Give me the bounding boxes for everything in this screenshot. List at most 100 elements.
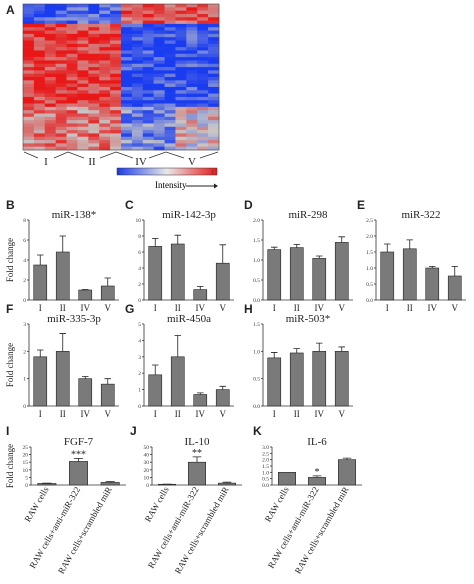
heatmap-cell: [77, 110, 88, 114]
y-tick-label: 1.0: [253, 349, 260, 355]
heatmap-cell: [45, 117, 56, 121]
heatmap-cell: [154, 37, 165, 41]
bar: [56, 252, 69, 300]
heatmap-cell: [34, 47, 45, 51]
y-tick-label: 1.5: [253, 238, 260, 244]
heatmap-cell: [110, 54, 121, 58]
heatmap-cell: [165, 140, 176, 144]
heatmap-cell: [77, 97, 88, 101]
y-tick-label: 0.0: [253, 404, 260, 410]
heatmap-cell: [197, 67, 208, 71]
heatmap-cell: [45, 77, 56, 81]
y-tick-label: 6: [23, 238, 26, 244]
heatmap-cell: [165, 84, 176, 88]
intensity-color-bar: [117, 168, 217, 175]
heatmap-cell: [56, 84, 67, 88]
heatmap-cell: [175, 57, 186, 61]
group-label: IV: [135, 156, 147, 168]
y-tick-label: 8: [23, 218, 26, 224]
heatmap-cell: [132, 34, 143, 38]
heatmap-cell: [99, 44, 110, 48]
heatmap-cell: [186, 47, 197, 51]
panel-label: K: [253, 424, 262, 438]
heatmap-cell: [88, 137, 99, 141]
heatmap-cell: [110, 41, 121, 45]
heatmap-cell: [143, 74, 154, 78]
category-label: V: [452, 303, 459, 313]
heatmap-cell: [88, 117, 99, 121]
heatmap-cell: [121, 41, 132, 45]
heatmap-cell: [34, 21, 45, 25]
heatmap-cell: [132, 74, 143, 78]
heatmap-cell: [67, 27, 78, 31]
heatmap-cell: [56, 17, 67, 21]
heatmap-cell: [56, 7, 67, 11]
heatmap-cell: [143, 140, 154, 144]
heatmap-cell: [110, 11, 121, 15]
heatmap-cell: [175, 24, 186, 28]
heatmap-cell: [197, 143, 208, 147]
heatmap-cell: [154, 107, 165, 111]
heatmap-cell: [186, 143, 197, 147]
heatmap-cell: [121, 21, 132, 25]
heatmap-cell: [88, 47, 99, 51]
heatmap-cell: [143, 100, 154, 104]
heatmap-cell: [23, 24, 34, 28]
heatmap-cell: [197, 70, 208, 74]
heatmap-cell: [186, 87, 197, 91]
heatmap-cell: [45, 143, 56, 147]
heatmap-cell: [175, 143, 186, 147]
heatmap-cell: [121, 104, 132, 108]
heatmap-cell: [165, 11, 176, 15]
heatmap-cell: [56, 37, 67, 41]
heatmap-cell: [23, 117, 34, 121]
heatmap-cell: [99, 110, 110, 114]
bar: [194, 395, 207, 406]
bar: [313, 351, 326, 406]
bar: [381, 252, 394, 300]
heatmap-cell: [67, 84, 78, 88]
heatmap-cell: [34, 34, 45, 38]
heatmap-cell: [56, 67, 67, 71]
heatmap-cell: [121, 90, 132, 94]
heatmap-cell: [121, 27, 132, 31]
heatmap-cell: [23, 14, 34, 18]
heatmap-cell: [143, 44, 154, 48]
heatmap-cell: [165, 44, 176, 48]
panel-title: IL-10: [184, 436, 210, 448]
heatmap-cell: [132, 37, 143, 41]
heatmap-cell: [121, 11, 132, 15]
heatmap-cell: [67, 47, 78, 51]
heatmap-cell: [186, 60, 197, 64]
heatmap-cell: [208, 21, 219, 25]
heatmap-cell: [132, 41, 143, 45]
heatmap-cell: [143, 31, 154, 35]
heatmap-cell: [99, 24, 110, 28]
heatmap-cell: [165, 90, 176, 94]
heatmap-cell: [175, 114, 186, 118]
y-tick-label: 0: [138, 298, 141, 304]
heatmap-cell: [77, 34, 88, 38]
heatmap-cell: [175, 94, 186, 98]
heatmap-cell: [45, 54, 56, 58]
heatmap-cell: [208, 97, 219, 101]
heatmap-cell: [88, 107, 99, 111]
heatmap-cell: [208, 140, 219, 144]
heatmap-cell: [175, 17, 186, 21]
error-bar: [316, 256, 323, 258]
heatmap-cell: [132, 94, 143, 98]
heatmap-cell: [208, 137, 219, 141]
heatmap-cell: [165, 21, 176, 25]
y-tick-label: 1.5: [262, 464, 269, 470]
heatmap-cell: [143, 67, 154, 71]
heatmap-cell: [23, 84, 34, 88]
heatmap-cell: [99, 143, 110, 147]
heatmap-cell: [88, 24, 99, 28]
error-bar: [104, 379, 111, 384]
y-tick-label: 3.0: [262, 445, 269, 451]
heatmap-cell: [154, 104, 165, 108]
heatmap-cell: [99, 117, 110, 121]
heatmap-cell: [99, 94, 110, 98]
heatmap-cell: [132, 54, 143, 58]
